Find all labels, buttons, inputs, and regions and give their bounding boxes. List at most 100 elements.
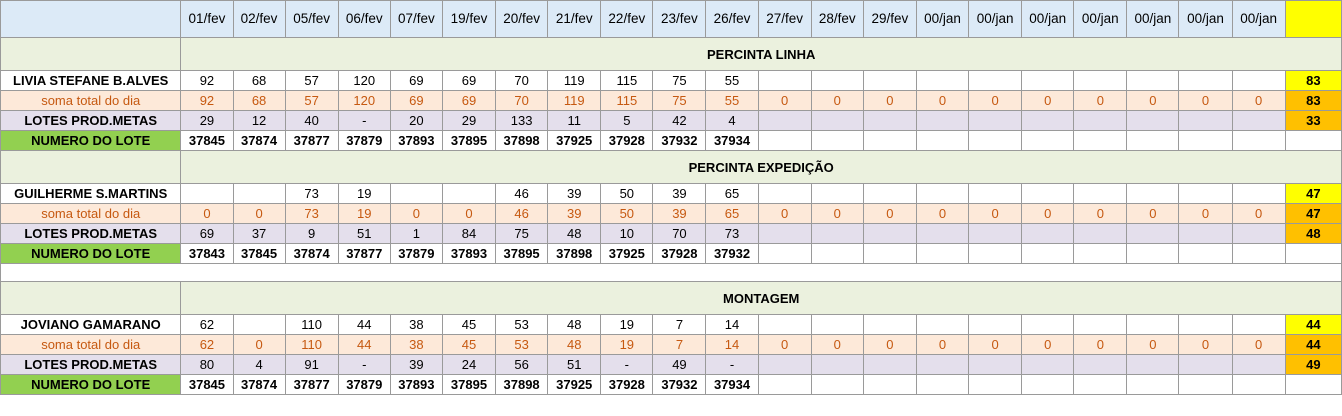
person-value-cell[interactable] bbox=[1021, 314, 1075, 335]
lotes-value-cell[interactable] bbox=[1178, 354, 1233, 375]
person-value-cell[interactable] bbox=[389, 183, 443, 204]
numero-value-cell[interactable] bbox=[1178, 243, 1233, 264]
soma-value-cell[interactable]: 0 bbox=[1126, 90, 1180, 111]
soma-value-cell[interactable]: 38 bbox=[389, 334, 443, 355]
soma-value-cell[interactable]: 39 bbox=[547, 203, 602, 224]
person-value-cell[interactable]: 39 bbox=[547, 183, 602, 204]
daily-sum-label[interactable]: soma total do dia bbox=[0, 203, 182, 224]
soma-value-cell[interactable]: 19 bbox=[600, 334, 654, 355]
soma-value-cell[interactable]: 0 bbox=[180, 203, 234, 224]
soma-value-cell[interactable]: 44 bbox=[337, 334, 391, 355]
lotes-value-cell[interactable]: 84 bbox=[441, 223, 497, 244]
lotes-total-cell[interactable]: 33 bbox=[1284, 110, 1342, 131]
soma-value-cell[interactable]: 73 bbox=[284, 203, 339, 224]
numero-value-cell[interactable]: 37925 bbox=[547, 374, 602, 395]
soma-value-cell[interactable]: 0 bbox=[810, 334, 864, 355]
numero-value-cell[interactable]: 37932 bbox=[652, 130, 707, 151]
lotes-value-cell[interactable] bbox=[862, 223, 917, 244]
numero-value-cell[interactable]: 37898 bbox=[547, 243, 602, 264]
person-value-cell[interactable]: 55 bbox=[705, 70, 759, 91]
lotes-value-cell[interactable] bbox=[915, 354, 970, 375]
soma-value-cell[interactable]: 0 bbox=[1073, 334, 1128, 355]
person-value-cell[interactable]: 69 bbox=[389, 70, 443, 91]
date-header-cell[interactable]: 01/fev bbox=[180, 0, 234, 38]
person-value-cell[interactable] bbox=[1021, 183, 1075, 204]
lotes-value-cell[interactable] bbox=[862, 354, 917, 375]
soma-value-cell[interactable]: 68 bbox=[232, 90, 286, 111]
date-header-cell[interactable]: 23/fev bbox=[652, 0, 707, 38]
lotes-value-cell[interactable] bbox=[1126, 110, 1180, 131]
person-value-cell[interactable] bbox=[441, 183, 497, 204]
soma-value-cell[interactable]: 120 bbox=[337, 90, 391, 111]
lotes-value-cell[interactable]: 133 bbox=[495, 110, 549, 131]
soma-value-cell[interactable]: 0 bbox=[1073, 203, 1128, 224]
soma-value-cell[interactable]: 70 bbox=[495, 90, 549, 111]
lotes-value-cell[interactable]: - bbox=[337, 354, 391, 375]
numero-value-cell[interactable] bbox=[1021, 243, 1075, 264]
soma-value-cell[interactable]: 119 bbox=[547, 90, 602, 111]
operator-name-cell[interactable]: LIVIA STEFANE B.ALVES bbox=[0, 70, 182, 91]
person-value-cell[interactable]: 46 bbox=[495, 183, 549, 204]
soma-value-cell[interactable]: 0 bbox=[1021, 90, 1075, 111]
lotes-value-cell[interactable] bbox=[810, 110, 864, 131]
numero-value-cell[interactable]: 37845 bbox=[232, 243, 286, 264]
numero-value-cell[interactable] bbox=[915, 130, 970, 151]
numero-value-cell[interactable] bbox=[1126, 374, 1180, 395]
numero-value-cell[interactable]: 37928 bbox=[652, 243, 707, 264]
lotes-value-cell[interactable]: 73 bbox=[705, 223, 759, 244]
numero-value-cell[interactable]: 37898 bbox=[495, 374, 549, 395]
person-value-cell[interactable]: 53 bbox=[495, 314, 549, 335]
lotes-value-cell[interactable]: 39 bbox=[389, 354, 443, 375]
soma-value-cell[interactable]: 69 bbox=[389, 90, 443, 111]
numero-value-cell[interactable] bbox=[1073, 130, 1128, 151]
date-header-cell[interactable]: 07/fev bbox=[389, 0, 443, 38]
lotes-value-cell[interactable]: 4 bbox=[705, 110, 759, 131]
lotes-value-cell[interactable] bbox=[1073, 223, 1128, 244]
lotes-value-cell[interactable] bbox=[757, 110, 812, 131]
date-header-cell[interactable]: 02/fev bbox=[232, 0, 286, 38]
numero-value-cell[interactable]: 37925 bbox=[600, 243, 654, 264]
lotes-value-cell[interactable]: 37 bbox=[232, 223, 286, 244]
soma-value-cell[interactable]: 0 bbox=[1231, 90, 1286, 111]
soma-value-cell[interactable]: 0 bbox=[810, 90, 864, 111]
person-value-cell[interactable] bbox=[862, 183, 917, 204]
person-value-cell[interactable]: 119 bbox=[547, 70, 602, 91]
person-value-cell[interactable]: 45 bbox=[441, 314, 497, 335]
lotes-value-cell[interactable] bbox=[1178, 110, 1233, 131]
soma-total-cell[interactable]: 44 bbox=[1284, 334, 1342, 355]
numero-value-cell[interactable] bbox=[968, 243, 1023, 264]
lotes-value-cell[interactable]: 24 bbox=[441, 354, 497, 375]
person-value-cell[interactable] bbox=[810, 70, 864, 91]
numero-value-cell[interactable]: 37925 bbox=[547, 130, 602, 151]
numero-value-cell[interactable]: 37874 bbox=[232, 374, 286, 395]
numero-value-cell[interactable]: 37893 bbox=[389, 130, 443, 151]
numero-value-cell[interactable] bbox=[862, 130, 917, 151]
lotes-value-cell[interactable]: 1 bbox=[389, 223, 443, 244]
numero-value-cell[interactable] bbox=[1231, 243, 1286, 264]
numero-value-cell[interactable]: 37934 bbox=[705, 374, 759, 395]
numero-value-cell[interactable]: 37893 bbox=[389, 374, 443, 395]
numero-total-cell[interactable] bbox=[1284, 374, 1342, 395]
numero-value-cell[interactable]: 37877 bbox=[284, 374, 339, 395]
date-header-cell[interactable]: 00/jan bbox=[1073, 0, 1128, 38]
numero-value-cell[interactable] bbox=[1178, 130, 1233, 151]
soma-value-cell[interactable]: 39 bbox=[652, 203, 707, 224]
operator-name-cell[interactable]: JOVIANO GAMARANO bbox=[0, 314, 182, 335]
person-value-cell[interactable] bbox=[1073, 70, 1128, 91]
lotes-value-cell[interactable]: 91 bbox=[284, 354, 339, 375]
person-value-cell[interactable] bbox=[968, 70, 1023, 91]
numero-value-cell[interactable] bbox=[862, 243, 917, 264]
soma-value-cell[interactable]: 115 bbox=[600, 90, 654, 111]
lots-target-label[interactable]: LOTES PROD.METAS bbox=[0, 223, 182, 244]
numero-value-cell[interactable]: 37898 bbox=[495, 130, 549, 151]
date-header-cell[interactable]: 27/fev bbox=[757, 0, 812, 38]
soma-value-cell[interactable]: 110 bbox=[284, 334, 339, 355]
person-value-cell[interactable] bbox=[968, 183, 1023, 204]
person-value-cell[interactable] bbox=[1231, 183, 1286, 204]
person-value-cell[interactable]: 75 bbox=[652, 70, 707, 91]
person-value-cell[interactable]: 19 bbox=[600, 314, 654, 335]
soma-value-cell[interactable]: 0 bbox=[232, 203, 286, 224]
lotes-value-cell[interactable]: 56 bbox=[495, 354, 549, 375]
person-value-cell[interactable]: 44 bbox=[337, 314, 391, 335]
person-value-cell[interactable] bbox=[1021, 70, 1075, 91]
